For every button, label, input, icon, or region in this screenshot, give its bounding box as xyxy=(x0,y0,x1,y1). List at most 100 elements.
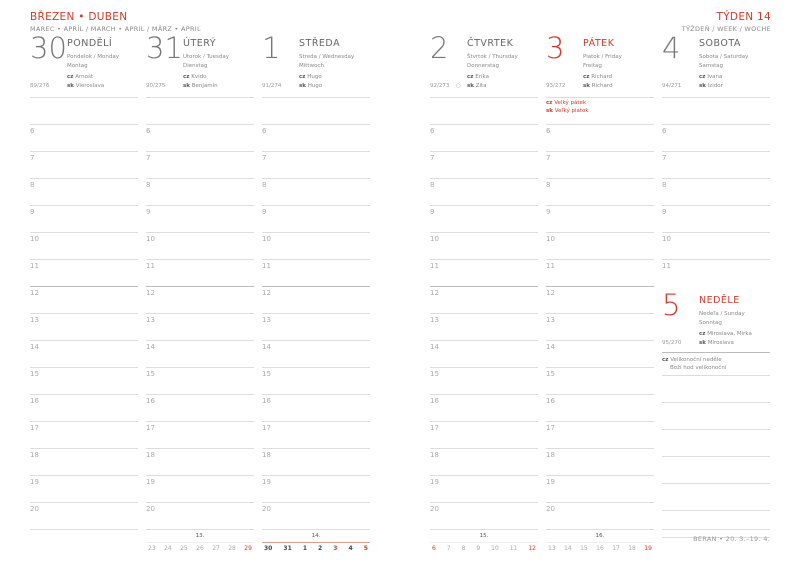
time-slot-line[interactable] xyxy=(146,529,254,530)
time-slot-line[interactable] xyxy=(546,529,654,530)
time-slot-line[interactable] xyxy=(546,394,654,395)
time-slot-line[interactable] xyxy=(430,313,538,314)
time-slot-line[interactable] xyxy=(262,475,370,476)
time-slot-line[interactable] xyxy=(546,313,654,314)
time-slot-line[interactable] xyxy=(662,352,770,353)
time-slot-line[interactable] xyxy=(430,394,538,395)
time-slot-line[interactable] xyxy=(30,97,138,98)
time-slot-line[interactable] xyxy=(430,502,538,503)
time-slot-line[interactable] xyxy=(430,178,538,179)
time-slot-line[interactable] xyxy=(662,510,770,511)
time-slot-line[interactable] xyxy=(662,537,770,538)
time-slot-line[interactable] xyxy=(262,151,370,152)
time-slot-line[interactable] xyxy=(262,232,370,233)
time-slot-line[interactable] xyxy=(262,394,370,395)
time-slot-line[interactable] xyxy=(146,448,254,449)
mini-calendar-day[interactable]: 14 xyxy=(564,545,572,552)
time-slot-line[interactable] xyxy=(262,529,370,530)
time-slot-line[interactable] xyxy=(30,367,138,368)
time-slot-line[interactable] xyxy=(146,502,254,503)
mini-calendar-day[interactable]: 7 xyxy=(446,545,451,552)
time-slot-line[interactable] xyxy=(546,124,654,125)
time-slot-line[interactable] xyxy=(262,124,370,125)
time-slot-line[interactable] xyxy=(430,367,538,368)
time-slot-line[interactable] xyxy=(430,421,538,422)
mini-calendar-day[interactable]: 30 xyxy=(264,545,273,552)
time-slot-line[interactable] xyxy=(146,232,254,233)
time-slot-line[interactable] xyxy=(430,232,538,233)
time-slot-line[interactable] xyxy=(146,367,254,368)
time-slot-line[interactable] xyxy=(662,483,770,484)
mini-calendar-day[interactable]: 3 xyxy=(333,545,338,552)
time-slot-line[interactable] xyxy=(30,448,138,449)
mini-calendar-day[interactable]: 25 xyxy=(180,545,188,552)
mini-calendar-day[interactable]: 18 xyxy=(628,545,636,552)
mini-calendar-day[interactable]: 12 xyxy=(528,545,536,552)
time-slot-line[interactable] xyxy=(30,313,138,314)
time-slot-line[interactable] xyxy=(146,421,254,422)
time-slot-line[interactable] xyxy=(546,178,654,179)
mini-calendar-day[interactable]: 27 xyxy=(212,545,220,552)
time-slot-line[interactable] xyxy=(662,124,770,125)
mini-calendar-day[interactable]: 26 xyxy=(196,545,204,552)
time-slot-line[interactable] xyxy=(546,502,654,503)
time-slot-line[interactable] xyxy=(430,286,538,287)
mini-calendar-day[interactable]: 29 xyxy=(244,545,252,552)
time-slot-line[interactable] xyxy=(262,97,370,98)
time-slot-line[interactable] xyxy=(430,529,538,530)
time-slot-line[interactable] xyxy=(30,151,138,152)
time-slot-line[interactable] xyxy=(262,448,370,449)
time-slot-line[interactable] xyxy=(430,151,538,152)
time-slot-line[interactable] xyxy=(146,259,254,260)
time-slot-line[interactable] xyxy=(30,502,138,503)
mini-calendar-day[interactable]: 11 xyxy=(509,545,518,552)
time-slot-line[interactable] xyxy=(262,259,370,260)
time-slot-line[interactable] xyxy=(430,475,538,476)
time-slot-line[interactable] xyxy=(262,421,370,422)
time-slot-line[interactable] xyxy=(662,232,770,233)
mini-calendar-day[interactable]: 15 xyxy=(580,545,588,552)
time-slot-line[interactable] xyxy=(662,205,770,206)
time-slot-line[interactable] xyxy=(262,502,370,503)
time-slot-line[interactable] xyxy=(146,286,254,287)
mini-calendar-day[interactable]: 28 xyxy=(228,545,236,552)
mini-calendar-day[interactable]: 9 xyxy=(476,545,481,552)
time-slot-line[interactable] xyxy=(30,205,138,206)
mini-calendar-day[interactable]: 2 xyxy=(318,545,323,552)
time-slot-line[interactable] xyxy=(662,97,770,98)
mini-calendar-day[interactable]: 10 xyxy=(491,545,499,552)
time-slot-line[interactable] xyxy=(546,205,654,206)
mini-calendar-day[interactable]: 31 xyxy=(283,545,292,552)
time-slot-line[interactable] xyxy=(146,394,254,395)
time-slot-line[interactable] xyxy=(30,421,138,422)
mini-calendar-day[interactable]: 19 xyxy=(644,545,652,552)
time-slot-line[interactable] xyxy=(30,286,138,287)
time-slot-line[interactable] xyxy=(262,205,370,206)
mini-calendar-day[interactable]: 16 xyxy=(596,545,604,552)
time-slot-line[interactable] xyxy=(662,402,770,403)
time-slot-line[interactable] xyxy=(30,232,138,233)
time-slot-line[interactable] xyxy=(546,286,654,287)
time-slot-line[interactable] xyxy=(430,97,538,98)
time-slot-line[interactable] xyxy=(430,124,538,125)
time-slot-line[interactable] xyxy=(546,448,654,449)
time-slot-line[interactable] xyxy=(546,97,654,98)
time-slot-line[interactable] xyxy=(30,124,138,125)
time-slot-line[interactable] xyxy=(546,367,654,368)
time-slot-line[interactable] xyxy=(662,375,770,376)
time-slot-line[interactable] xyxy=(262,178,370,179)
time-slot-line[interactable] xyxy=(662,151,770,152)
time-slot-line[interactable] xyxy=(546,151,654,152)
time-slot-line[interactable] xyxy=(146,151,254,152)
time-slot-line[interactable] xyxy=(30,475,138,476)
time-slot-line[interactable] xyxy=(430,448,538,449)
time-slot-line[interactable] xyxy=(30,340,138,341)
time-slot-line[interactable] xyxy=(262,313,370,314)
time-slot-line[interactable] xyxy=(30,394,138,395)
mini-calendar-day[interactable]: 4 xyxy=(348,545,353,552)
mini-calendar-day[interactable]: 1 xyxy=(302,545,307,552)
time-slot-line[interactable] xyxy=(546,340,654,341)
time-slot-line[interactable] xyxy=(146,178,254,179)
time-slot-line[interactable] xyxy=(662,259,770,260)
time-slot-line[interactable] xyxy=(146,97,254,98)
